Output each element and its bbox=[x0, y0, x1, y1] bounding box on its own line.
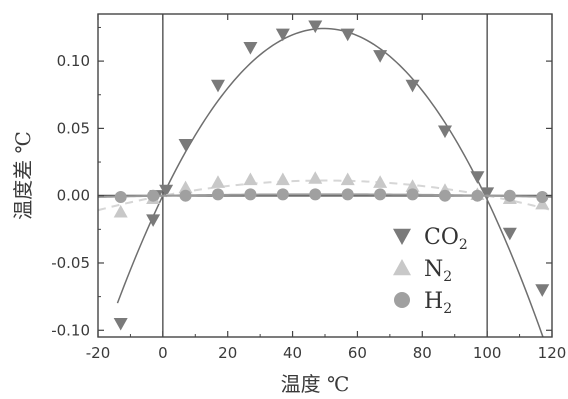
y-tick-label: 0.05 bbox=[57, 119, 90, 137]
series-curve bbox=[116, 27, 544, 337]
data-point bbox=[211, 188, 224, 201]
legend-entry: N2 bbox=[393, 257, 452, 285]
data-point bbox=[179, 189, 192, 202]
data-point bbox=[113, 204, 128, 218]
x-tick-label: 20 bbox=[218, 344, 237, 362]
data-point bbox=[275, 172, 290, 186]
data-point bbox=[147, 189, 160, 202]
x-tick-label: 0 bbox=[158, 344, 168, 362]
data-point bbox=[159, 184, 174, 198]
x-tick-label: 100 bbox=[473, 344, 502, 362]
legend-label: CO2 bbox=[424, 225, 468, 253]
y-tick-label: -0.05 bbox=[51, 254, 90, 272]
data-point bbox=[405, 179, 420, 192]
data-point bbox=[480, 187, 495, 200]
data-point bbox=[178, 180, 193, 194]
data-point bbox=[536, 191, 549, 204]
data-point bbox=[405, 79, 420, 93]
data-point bbox=[535, 196, 550, 210]
data-point bbox=[470, 171, 485, 184]
legend-marker bbox=[393, 228, 411, 245]
data-point bbox=[210, 79, 225, 93]
data-point bbox=[146, 214, 161, 227]
data-point bbox=[340, 172, 355, 186]
legend: CO2 N2 H2 bbox=[393, 225, 468, 317]
y-tick-label: 0.10 bbox=[57, 52, 90, 70]
data-point bbox=[210, 175, 225, 188]
x-tick-label: 40 bbox=[283, 344, 302, 362]
data-point bbox=[113, 317, 128, 331]
data-point bbox=[406, 188, 419, 201]
x-tick-label: -20 bbox=[86, 344, 111, 362]
x-tick-label: 80 bbox=[413, 344, 432, 362]
data-point bbox=[535, 284, 550, 297]
y-axis-label: 温度差 ℃ bbox=[11, 131, 35, 220]
data-point bbox=[309, 188, 322, 201]
data-point bbox=[502, 227, 517, 241]
x-tick-label: 120 bbox=[538, 344, 567, 362]
legend-label: H2 bbox=[424, 289, 452, 317]
series-h2 bbox=[98, 188, 552, 204]
data-point bbox=[373, 175, 388, 188]
data-point bbox=[438, 189, 451, 202]
data-point bbox=[178, 138, 193, 152]
data-point bbox=[340, 28, 355, 42]
axes: -20 0 20 40 60 80 100 120 -0.10 -0.05 0.00 0.05 0.10 bbox=[51, 13, 567, 362]
data-point bbox=[341, 188, 354, 201]
legend-marker bbox=[394, 292, 410, 308]
x-tick-label: 60 bbox=[348, 344, 367, 362]
data-point bbox=[276, 188, 289, 201]
data-point bbox=[308, 20, 323, 34]
legend-entry: H2 bbox=[394, 289, 452, 317]
data-point bbox=[244, 188, 257, 201]
y-tick-label: -0.10 bbox=[51, 321, 90, 339]
data-point bbox=[437, 125, 452, 139]
data-point bbox=[114, 191, 127, 204]
data-point bbox=[243, 42, 258, 55]
series-co2 bbox=[113, 20, 550, 337]
legend-entry: CO2 bbox=[393, 225, 468, 253]
data-point bbox=[374, 188, 387, 201]
data-point bbox=[373, 50, 388, 63]
data-point bbox=[275, 28, 290, 42]
data-point bbox=[503, 189, 516, 202]
legend-label: N2 bbox=[424, 257, 452, 285]
data-point bbox=[308, 171, 323, 184]
data-point bbox=[471, 189, 484, 202]
data-point bbox=[243, 172, 258, 186]
legend-marker bbox=[393, 259, 411, 276]
plot-area bbox=[98, 14, 552, 337]
x-axis-label: 温度 ℃ bbox=[281, 372, 350, 396]
y-tick-label: 0.00 bbox=[57, 187, 90, 205]
